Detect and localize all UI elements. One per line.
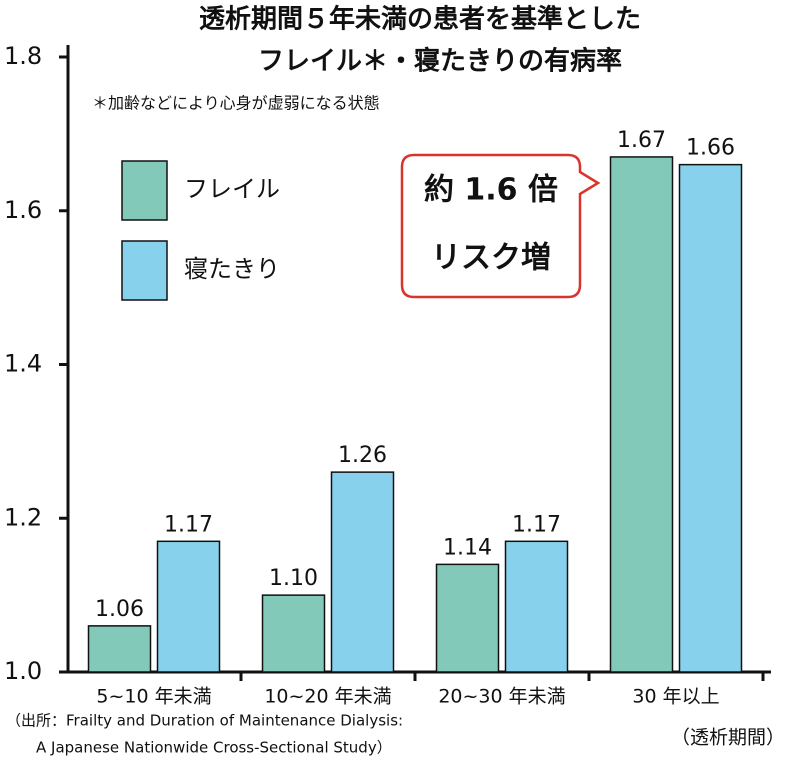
callout-box [400, 153, 601, 299]
bar [435, 563, 500, 673]
legend-label: フレイル [184, 175, 280, 203]
y-tick-label: 1.2 [4, 503, 42, 531]
legend-swatch [121, 160, 168, 221]
callout-text: 約 1.6 倍 [424, 173, 558, 208]
y-tick-label: 1.6 [4, 196, 42, 224]
data-label: 1.06 [95, 597, 144, 622]
legend-label: 寝たきり [184, 255, 280, 283]
note: ＊加齢などにより心身が虚弱になる状態 [92, 94, 380, 113]
source: （出所：Frailty and Duration of Maintenance … [6, 712, 403, 730]
callout: 約 1.6 倍 リスク増 [400, 153, 601, 299]
data-label: 1.14 [443, 535, 492, 560]
x-tick-label: 20~30 年未満 [438, 686, 565, 708]
bar [504, 540, 569, 673]
bar [330, 471, 395, 673]
bar [261, 594, 326, 673]
bar [678, 163, 743, 673]
data-label: 1.26 [338, 443, 387, 468]
x-tick-label: 10~20 年未満 [264, 686, 391, 708]
bar [156, 540, 221, 673]
x-tick-label: 30 年以上 [632, 686, 719, 708]
data-label: 1.17 [164, 512, 213, 537]
data-label: 1.17 [512, 512, 561, 537]
y-tick-label: 1.8 [4, 42, 42, 70]
chart-title: フレイル＊・寝たきりの有病率 [258, 46, 622, 77]
data-label: 1.10 [269, 566, 318, 591]
data-label: 1.67 [617, 128, 666, 153]
source: A Japanese Nationwide Cross-Sectional St… [36, 739, 392, 757]
legend-swatch [121, 240, 168, 301]
bar [87, 625, 152, 673]
y-tick-label: 1.0 [4, 657, 42, 685]
y-tick-label: 1.4 [4, 350, 42, 378]
chart-title: 透析期間５年未満の患者を基準とした [199, 4, 641, 35]
x-tick-label: 5~10 年未満 [96, 686, 211, 708]
callout-text: リスク増 [431, 241, 551, 276]
bar [609, 156, 674, 673]
data-label: 1.66 [686, 136, 735, 161]
x-axis-label: （透析期間） [671, 727, 785, 749]
